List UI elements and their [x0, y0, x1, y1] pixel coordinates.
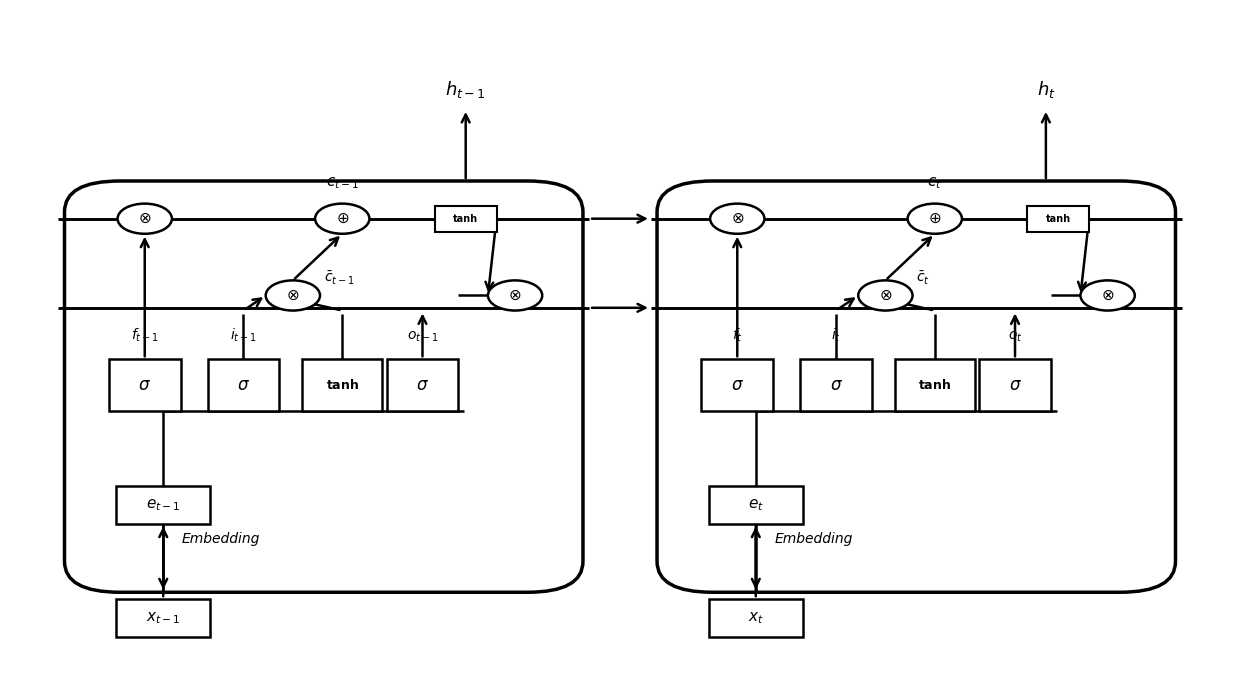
Text: $\sigma$: $\sigma$	[1008, 376, 1022, 394]
Text: Embedding: Embedding	[774, 532, 853, 546]
Text: $\sigma$: $\sigma$	[730, 376, 744, 394]
Text: $o_t$: $o_t$	[1008, 330, 1022, 344]
Text: $\sigma$: $\sigma$	[237, 376, 250, 394]
Text: $x_t$: $x_t$	[748, 610, 764, 626]
Text: $h_{t-1}$: $h_{t-1}$	[445, 79, 486, 100]
FancyBboxPatch shape	[435, 206, 496, 231]
FancyBboxPatch shape	[657, 181, 1176, 592]
Circle shape	[315, 204, 370, 234]
FancyBboxPatch shape	[980, 359, 1050, 410]
Text: $\sigma$: $\sigma$	[830, 376, 842, 394]
Text: $\otimes$: $\otimes$	[879, 288, 892, 303]
Text: $\otimes$: $\otimes$	[286, 288, 300, 303]
FancyBboxPatch shape	[64, 181, 583, 592]
Text: $c_{t-1}$: $c_{t-1}$	[326, 176, 358, 191]
Text: $\otimes$: $\otimes$	[138, 211, 151, 226]
Text: $\otimes$: $\otimes$	[1101, 288, 1115, 303]
Text: $\bar{c}_t$: $\bar{c}_t$	[916, 270, 930, 287]
Circle shape	[858, 281, 913, 310]
Circle shape	[265, 281, 320, 310]
Circle shape	[487, 281, 542, 310]
FancyBboxPatch shape	[117, 599, 210, 637]
Text: $\oplus$: $\oplus$	[336, 211, 348, 226]
Text: tanh: tanh	[1045, 214, 1071, 224]
Circle shape	[1080, 281, 1135, 310]
Text: $o_{t-1}$: $o_{t-1}$	[407, 330, 438, 344]
FancyBboxPatch shape	[303, 359, 382, 410]
FancyBboxPatch shape	[702, 359, 773, 410]
Text: $\mathbf{tanh}$: $\mathbf{tanh}$	[326, 378, 358, 392]
FancyBboxPatch shape	[709, 486, 802, 524]
Text: $\otimes$: $\otimes$	[730, 211, 744, 226]
FancyBboxPatch shape	[709, 599, 802, 637]
Text: $\bar{c}_{t-1}$: $\bar{c}_{t-1}$	[324, 270, 355, 287]
Text: Embedding: Embedding	[182, 532, 260, 546]
Text: $f_{t-1}$: $f_{t-1}$	[130, 327, 159, 344]
Text: $f_t$: $f_t$	[732, 327, 743, 344]
Text: $i_t$: $i_t$	[831, 327, 841, 344]
Circle shape	[118, 204, 172, 234]
Text: tanh: tanh	[453, 214, 479, 224]
FancyBboxPatch shape	[1028, 206, 1089, 231]
FancyBboxPatch shape	[207, 359, 279, 410]
FancyBboxPatch shape	[109, 359, 181, 410]
FancyBboxPatch shape	[895, 359, 975, 410]
Text: $e_{t-1}$: $e_{t-1}$	[146, 497, 181, 513]
Text: $\oplus$: $\oplus$	[928, 211, 941, 226]
Text: $\mathbf{tanh}$: $\mathbf{tanh}$	[918, 378, 951, 392]
Text: $i_{t-1}$: $i_{t-1}$	[231, 327, 257, 344]
Text: $\sigma$: $\sigma$	[415, 376, 429, 394]
Text: $x_{t-1}$: $x_{t-1}$	[146, 610, 181, 626]
FancyBboxPatch shape	[800, 359, 872, 410]
Text: $\sigma$: $\sigma$	[139, 376, 151, 394]
FancyBboxPatch shape	[387, 359, 459, 410]
Text: $h_t$: $h_t$	[1037, 79, 1055, 100]
Text: $e_t$: $e_t$	[748, 497, 764, 513]
Text: $c_t$: $c_t$	[928, 176, 942, 191]
Circle shape	[908, 204, 962, 234]
Circle shape	[711, 204, 764, 234]
FancyBboxPatch shape	[117, 486, 210, 524]
Text: $\otimes$: $\otimes$	[508, 288, 522, 303]
